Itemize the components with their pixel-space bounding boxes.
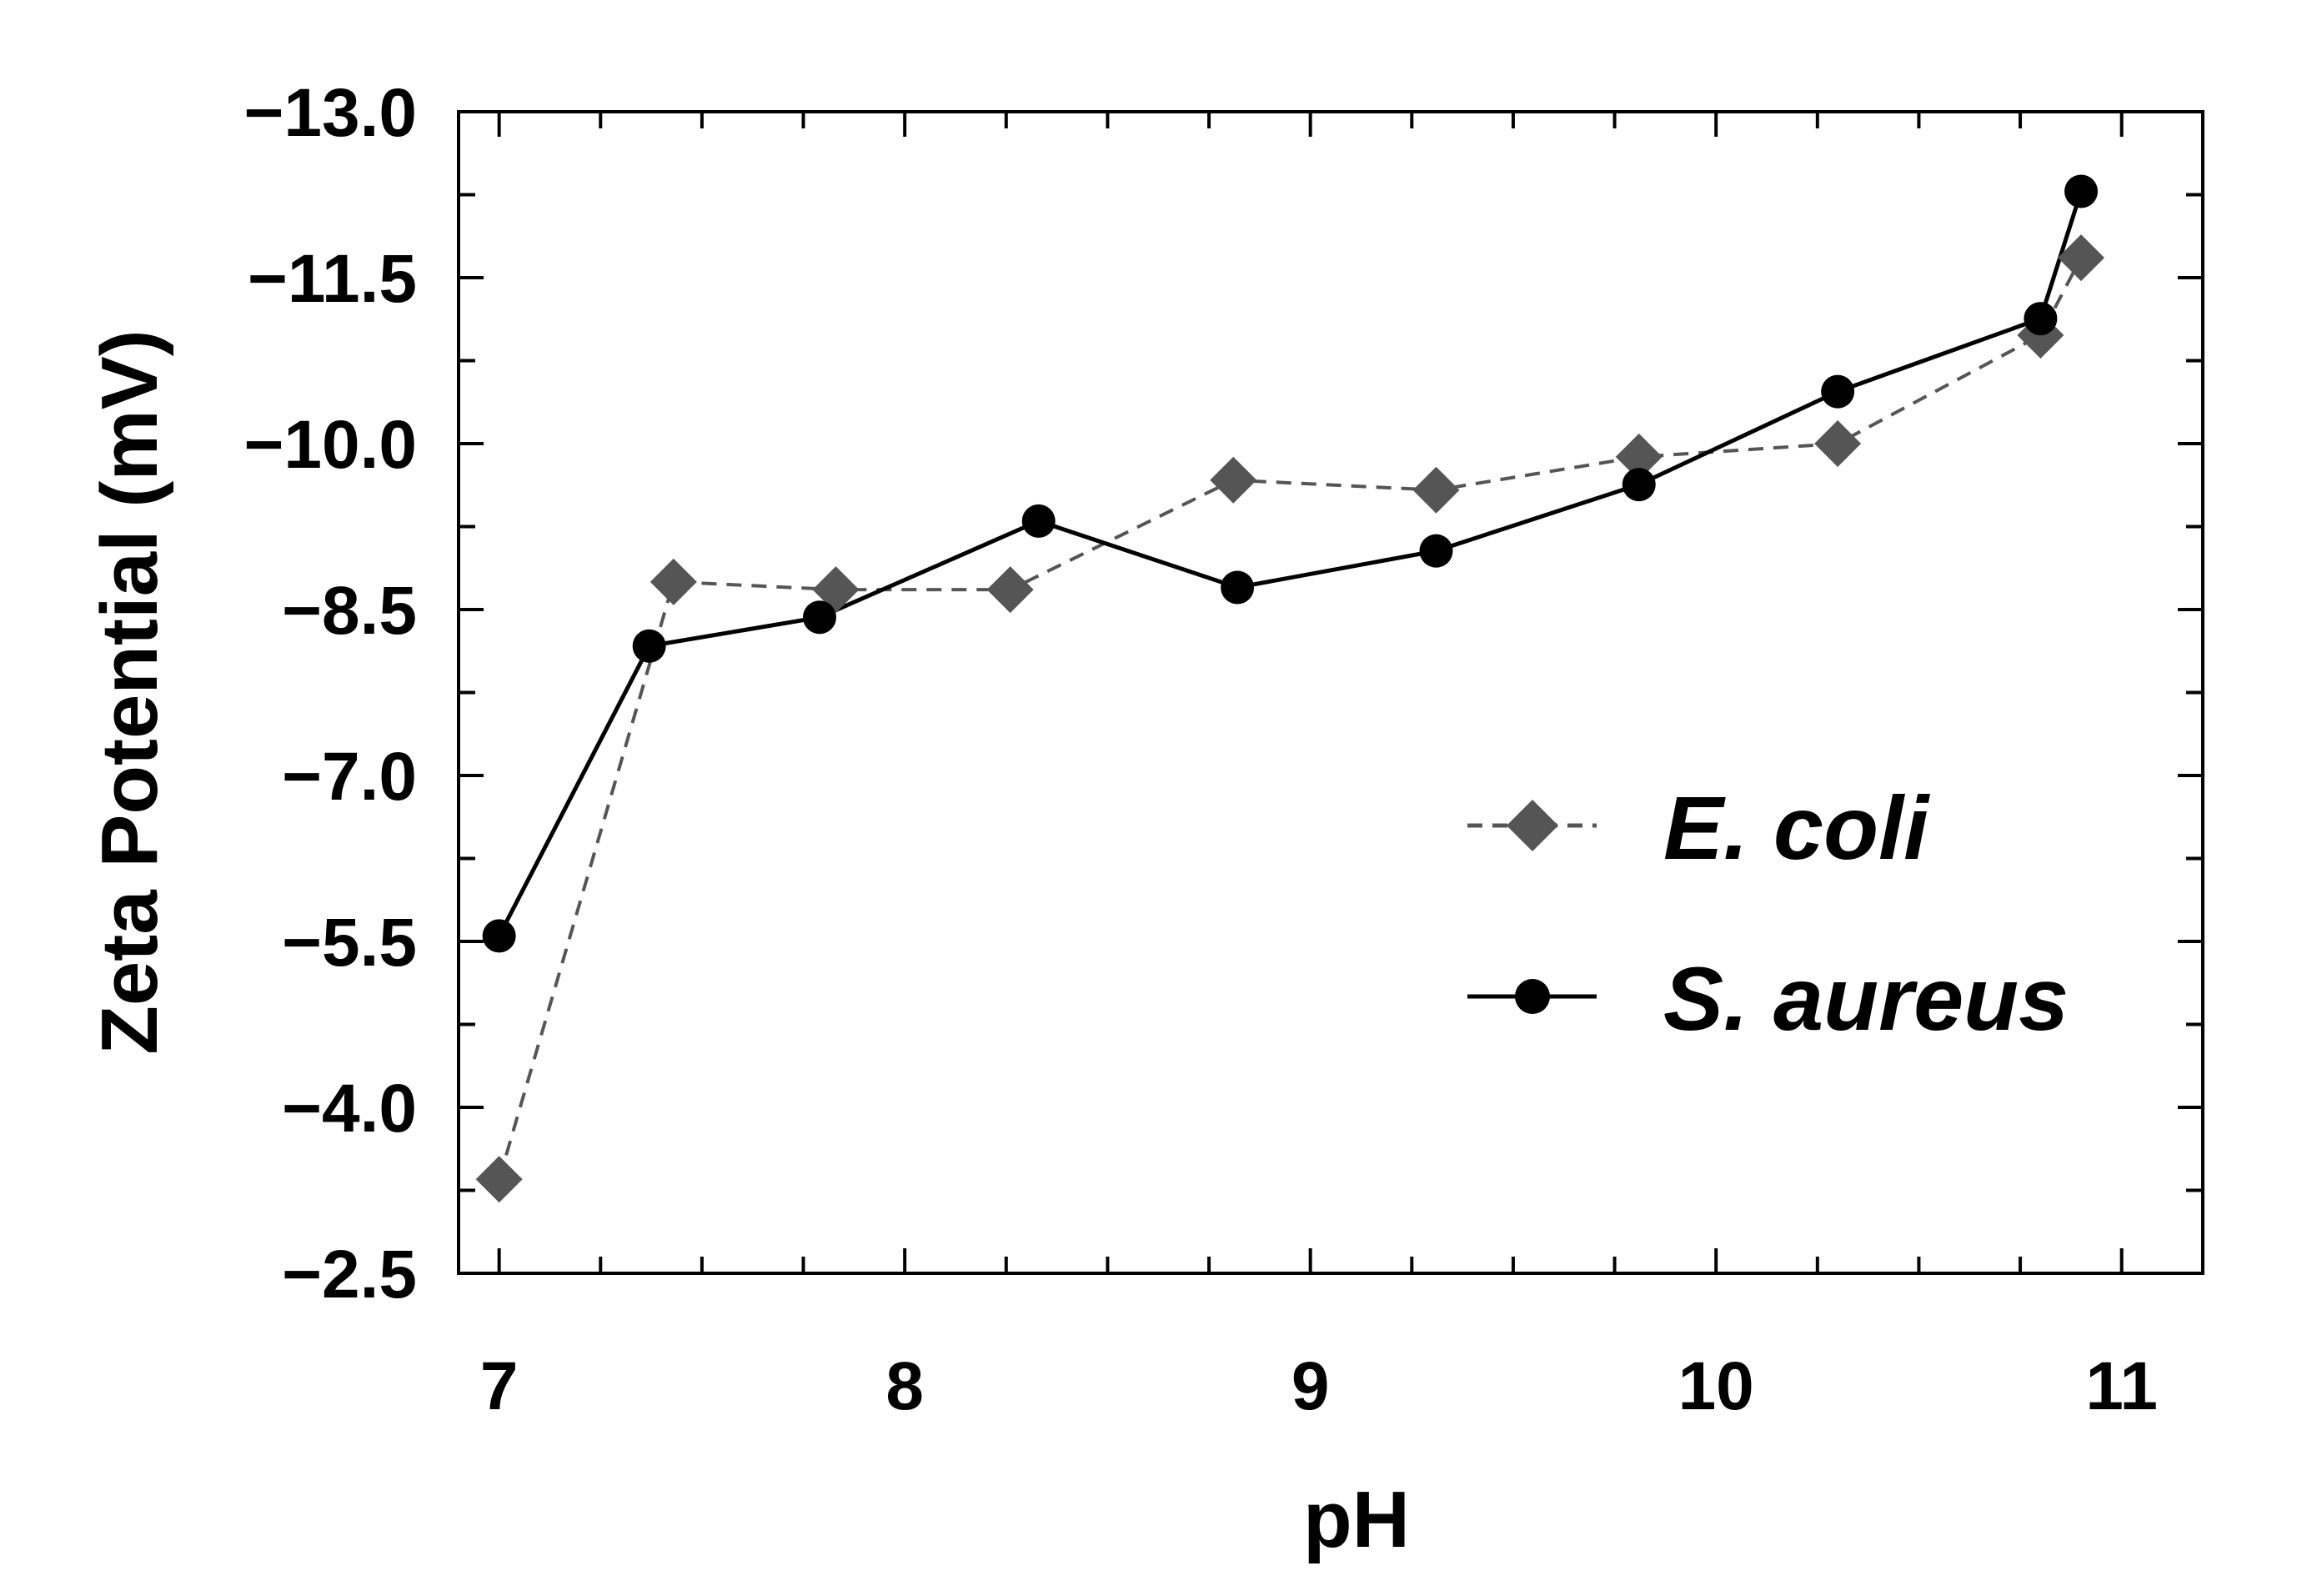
x-axis-title: pH	[1303, 1475, 1410, 1564]
legend: E. coli S. aureus	[1467, 777, 2069, 1049]
data-point-e-coli	[1210, 456, 1257, 504]
series-line-e-coli	[497, 257, 2083, 1180]
data-point-s-aureus	[482, 919, 516, 953]
y-tick-label: −10.0	[244, 407, 417, 483]
y-tick-label: −7.0	[282, 739, 417, 815]
series-line-s-aureus	[497, 190, 2084, 937]
data-point-e-coli	[475, 1156, 523, 1203]
x-tick-label: 7	[480, 1348, 519, 1424]
data-point-e-coli	[1814, 420, 1862, 467]
data-point-e-coli	[649, 558, 697, 605]
x-tick-label: 11	[2085, 1348, 2158, 1424]
series-lines	[497, 190, 2084, 1180]
plot-frame	[457, 110, 2204, 1275]
axis-ticks	[459, 110, 2203, 1275]
data-point-e-coli	[2058, 234, 2105, 282]
legend-marker-e-coli	[1507, 800, 1558, 851]
legend-label-e-coli: E. coli	[1663, 777, 1930, 878]
y-tick-label: −11.5	[248, 241, 417, 317]
legend-marker-s-aureus	[1515, 979, 1550, 1014]
y-tick-label: −2.5	[282, 1237, 417, 1312]
x-tick-label: 10	[1678, 1348, 1754, 1424]
data-point-s-aureus	[2064, 174, 2099, 208]
x-tick-labels: 7 8 9 10 11	[480, 1348, 2158, 1424]
x-tick-label: 8	[885, 1348, 924, 1424]
data-point-s-aureus	[2024, 302, 2058, 336]
y-tick-label: −13.0	[244, 75, 417, 151]
data-point-s-aureus	[802, 600, 836, 635]
data-point-s-aureus	[1821, 374, 1855, 409]
data-point-e-coli	[1412, 466, 1460, 514]
y-tick-label: −5.5	[282, 905, 417, 981]
data-point-e-coli	[1615, 433, 1663, 480]
y-tick-labels: −13.0 −11.5 −10.0 −8.5 −7.0 −5.5 −4.0 −2.5	[244, 75, 417, 1312]
y-tick-label: −8.5	[282, 573, 417, 649]
legend-label-s-aureus: S. aureus	[1663, 948, 2069, 1049]
data-point-s-aureus	[1021, 504, 1056, 538]
data-point-s-aureus	[1622, 468, 1656, 502]
y-tick-label: −4.0	[282, 1071, 417, 1147]
data-point-e-coli	[986, 566, 1034, 614]
series-markers	[475, 174, 2105, 1203]
data-point-s-aureus	[1419, 534, 1453, 568]
data-point-s-aureus	[632, 629, 666, 663]
x-tick-label: 9	[1291, 1348, 1330, 1424]
data-point-s-aureus	[1221, 570, 1255, 605]
y-axis-title: Zeta Potential (mV)	[85, 329, 174, 1054]
